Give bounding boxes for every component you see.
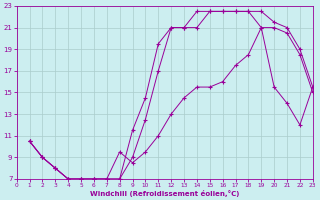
X-axis label: Windchill (Refroidissement éolien,°C): Windchill (Refroidissement éolien,°C) <box>90 190 239 197</box>
